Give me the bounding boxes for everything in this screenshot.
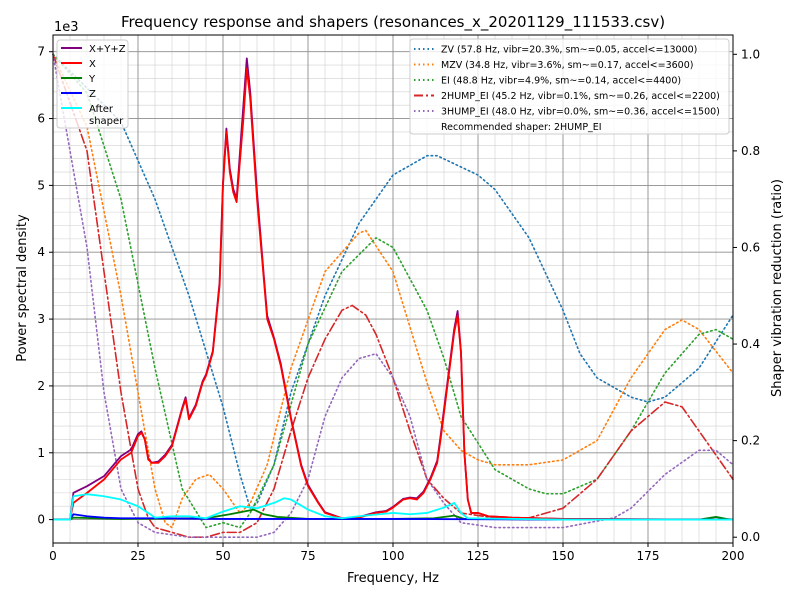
y2-tick-label: 0.8: [741, 144, 760, 158]
x-tick-label: 125: [467, 549, 490, 563]
legend-shapers-box: [409, 38, 730, 135]
y-axis-label: Power spectral density: [15, 214, 30, 362]
x-tick-label: 200: [722, 549, 745, 563]
psd-line-1: [53, 67, 734, 521]
legend-shaper-label: ZV (57.8 Hz, vibr=20.3%, sm~=0.05, accel…: [441, 45, 697, 56]
plot-frame: [52, 34, 734, 544]
legend-psd-label: After: [89, 104, 114, 115]
legend-shaper-label: EI (48.8 Hz, vibr=4.9%, sm~=0.14, accel<…: [441, 76, 681, 87]
legend-psd-label: X: [89, 59, 96, 70]
y2-tick-label: 0.4: [741, 337, 760, 351]
y-tick-label: 2: [37, 379, 45, 393]
x-tick-label: 150: [552, 549, 575, 563]
y2-tick-label: 1.0: [741, 47, 760, 61]
y-tick-label: 3: [37, 312, 45, 326]
shaper-line-4: [52, 53, 734, 539]
legend-shapers: ZV (57.8 Hz, vibr=20.3%, sm~=0.05, accel…: [409, 38, 730, 135]
x-tick-label: 100: [382, 549, 405, 563]
psd-line-3: [53, 513, 733, 521]
y-tick-label: 1: [37, 446, 45, 460]
y-tick-label: 6: [37, 112, 45, 126]
legend-psd-label: Y: [88, 74, 96, 85]
y-tick-label: 7: [37, 45, 45, 59]
psd-line-4: [53, 493, 733, 521]
shaper-line-1: [52, 53, 734, 529]
shaper-line-3: [52, 53, 734, 539]
y2-tick-label: 0.2: [741, 434, 760, 448]
x-tick-label: 25: [130, 549, 145, 563]
y-offset-label: 1e3: [54, 20, 79, 35]
x-tick-label: 50: [215, 549, 230, 563]
legend-shaper-label: 3HUMP_EI (48.0 Hz, vibr=0.0%, sm~=0.36, …: [441, 107, 720, 118]
legend-psd-label: Z: [89, 89, 96, 100]
y2-tick-label: 0.0: [741, 530, 760, 544]
shaper-line-0: [52, 53, 734, 510]
legend-psd-label: shaper: [89, 116, 124, 127]
axis-ticks: 0 25 50 75 100 125 150 175 200 0 1 2 3 4 5 6 7 0.0 0.2 0.4 0…: [37, 45, 760, 563]
legend-psd-label: X+Y+Z: [89, 44, 126, 55]
chart-title: Frequency response and shapers (resonanc…: [121, 13, 665, 32]
legend-shaper-label: MZV (34.8 Hz, vibr=3.6%, sm~=0.17, accel…: [441, 60, 693, 71]
y2-axis-label: Shaper vibration reduction (ratio): [770, 179, 785, 397]
x-tick-label: 175: [637, 549, 660, 563]
y-tick-label: 4: [37, 245, 45, 259]
y-tick-label: 0: [37, 513, 45, 527]
x-tick-label: 75: [300, 549, 315, 563]
shaper-line-2: [52, 53, 734, 529]
grid: [52, 35, 734, 543]
x-axis-label: Frequency, Hz: [347, 571, 439, 586]
legend-shaper-label: 2HUMP_EI (45.2 Hz, vibr=0.1%, sm~=0.26, …: [441, 91, 720, 102]
series-lines: [52, 53, 734, 539]
legend-recommended-shaper: Recommended shaper: 2HUMP_EI: [441, 122, 602, 133]
x-tick-label: 0: [49, 549, 57, 563]
y-tick-label: 5: [37, 178, 45, 192]
y2-tick-label: 0.6: [741, 240, 760, 254]
